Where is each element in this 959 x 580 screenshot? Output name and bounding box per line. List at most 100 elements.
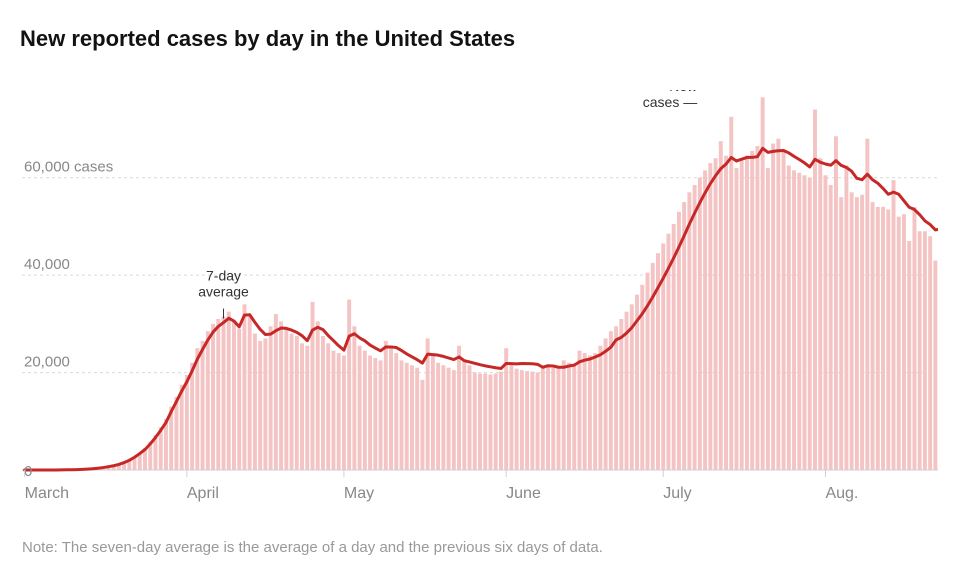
bar bbox=[740, 161, 744, 470]
bar bbox=[400, 360, 404, 470]
bars-group bbox=[59, 97, 938, 470]
bar bbox=[489, 375, 493, 470]
x-tick-label: March bbox=[25, 485, 69, 502]
bar bbox=[886, 209, 890, 470]
chart-note: Note: The seven-day average is the avera… bbox=[22, 539, 603, 556]
bar bbox=[185, 375, 189, 470]
bar bbox=[577, 351, 581, 470]
bar bbox=[305, 346, 309, 470]
bar bbox=[687, 192, 691, 470]
bar bbox=[776, 139, 780, 470]
bar bbox=[530, 372, 534, 470]
bar bbox=[509, 365, 513, 470]
bar bbox=[389, 346, 393, 470]
bar bbox=[850, 192, 854, 470]
bar bbox=[326, 343, 330, 470]
bar bbox=[829, 185, 833, 470]
bar bbox=[237, 329, 241, 470]
bar bbox=[808, 178, 812, 470]
newcases-annotation-label: cases — bbox=[643, 94, 697, 110]
bar bbox=[923, 231, 927, 470]
bar bbox=[253, 334, 257, 470]
bar bbox=[714, 158, 718, 470]
bar bbox=[279, 321, 283, 470]
bar bbox=[379, 360, 383, 470]
avg-annotation-label: 7-day bbox=[206, 268, 241, 284]
bar bbox=[452, 370, 456, 470]
bar bbox=[174, 397, 178, 470]
bar bbox=[912, 207, 916, 470]
bar bbox=[258, 341, 262, 470]
bar bbox=[211, 324, 215, 470]
bar bbox=[724, 156, 728, 470]
y-tick-label: 20,000 bbox=[24, 354, 70, 371]
bar bbox=[860, 195, 864, 470]
bar bbox=[227, 312, 231, 470]
bar bbox=[897, 217, 901, 470]
bar bbox=[593, 353, 597, 470]
bar bbox=[619, 319, 623, 470]
bar bbox=[803, 175, 807, 470]
bar bbox=[755, 146, 759, 470]
bar bbox=[447, 368, 451, 470]
bar bbox=[321, 336, 325, 470]
bar bbox=[818, 158, 822, 470]
bar bbox=[792, 170, 796, 470]
bar bbox=[609, 331, 613, 470]
bar bbox=[316, 321, 320, 470]
bar bbox=[473, 373, 477, 470]
bar bbox=[703, 170, 707, 470]
bar bbox=[201, 341, 205, 470]
x-tick-label: April bbox=[187, 485, 219, 502]
bar bbox=[415, 368, 419, 470]
chart-svg: 020,00040,00060,000 casesMarchAprilMayJu… bbox=[22, 90, 938, 518]
bar bbox=[933, 261, 937, 470]
bar bbox=[902, 214, 906, 470]
bar bbox=[436, 363, 440, 470]
bar bbox=[525, 371, 529, 470]
y-tick-label: 40,000 bbox=[24, 256, 70, 273]
bar bbox=[337, 353, 341, 470]
y-tick-label: 60,000 cases bbox=[24, 159, 113, 176]
bar bbox=[562, 360, 566, 470]
bar bbox=[881, 207, 885, 470]
bar bbox=[180, 385, 184, 470]
bar bbox=[342, 356, 346, 470]
bar bbox=[583, 353, 587, 470]
bar bbox=[295, 336, 299, 470]
bar bbox=[766, 168, 770, 470]
bar bbox=[483, 374, 487, 470]
bar bbox=[536, 373, 540, 470]
bar bbox=[865, 139, 869, 470]
bar bbox=[693, 185, 697, 470]
bar bbox=[855, 197, 859, 470]
bar bbox=[928, 236, 932, 470]
bar bbox=[698, 178, 702, 470]
bar bbox=[222, 317, 226, 470]
bar bbox=[735, 168, 739, 470]
bar bbox=[824, 175, 828, 470]
bar bbox=[394, 353, 398, 470]
chart-title: New reported cases by day in the United … bbox=[20, 26, 515, 52]
bar bbox=[195, 348, 199, 470]
bar bbox=[311, 302, 315, 470]
bar bbox=[274, 314, 278, 470]
bar bbox=[269, 326, 273, 470]
bar bbox=[871, 202, 875, 470]
bar bbox=[352, 326, 356, 470]
bar bbox=[787, 166, 791, 470]
bar bbox=[546, 365, 550, 470]
bar bbox=[431, 356, 435, 470]
bar bbox=[373, 358, 377, 470]
bar bbox=[457, 346, 461, 470]
bar bbox=[405, 363, 409, 470]
bar bbox=[750, 151, 754, 470]
bar bbox=[515, 369, 519, 470]
bar bbox=[557, 368, 561, 470]
bar bbox=[468, 365, 472, 470]
bar bbox=[844, 166, 848, 470]
x-tick-label: May bbox=[344, 485, 374, 502]
bar bbox=[782, 151, 786, 470]
bar bbox=[358, 346, 362, 470]
avg-annotation-label: average bbox=[198, 284, 249, 300]
